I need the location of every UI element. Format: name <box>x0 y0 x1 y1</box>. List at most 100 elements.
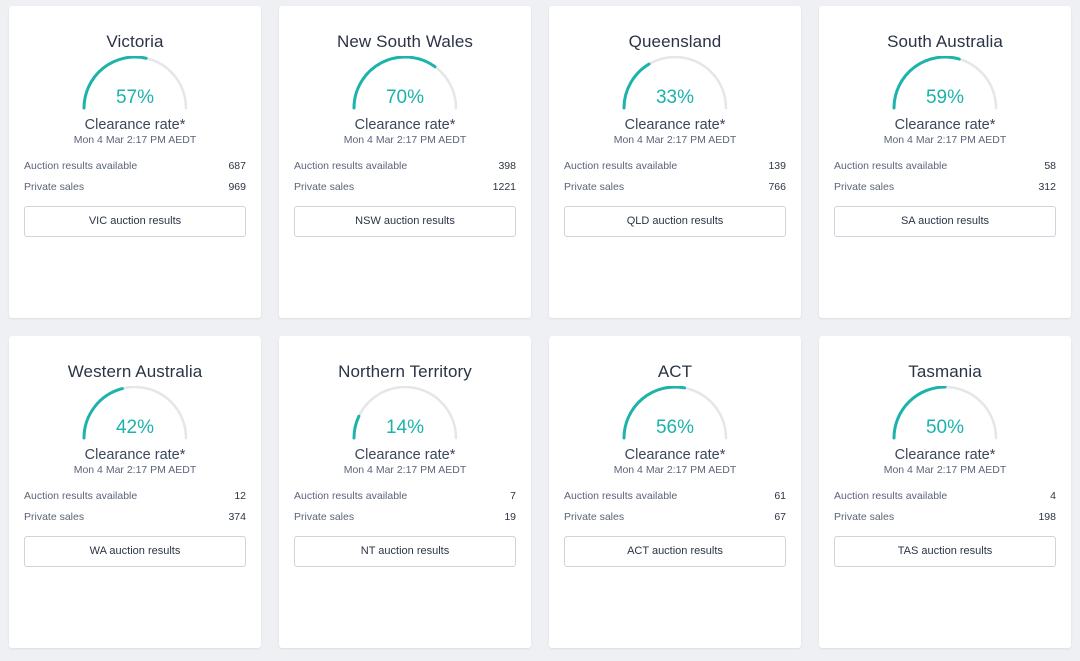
private-sales-value: 374 <box>228 511 246 523</box>
auction-results-label: Auction results available <box>24 490 138 502</box>
clearance-gauge: 59% <box>889 56 1001 114</box>
private-sales-label: Private sales <box>294 181 355 193</box>
state-name: New South Wales <box>337 32 473 51</box>
auction-results-label: Auction results available <box>564 490 678 502</box>
clearance-rate-value: 56% <box>655 417 695 438</box>
clearance-rate-value: 50% <box>925 417 965 438</box>
auction-results-button[interactable]: TAS auction results <box>834 536 1056 567</box>
clearance-rate-label: Clearance rate* <box>84 447 186 463</box>
private-sales-label: Private sales <box>564 511 625 523</box>
auction-results-value: 61 <box>774 490 786 502</box>
private-sales-label: Private sales <box>564 181 625 193</box>
clearance-gauge: 42% <box>79 386 191 444</box>
private-sales-value: 766 <box>768 181 786 193</box>
private-sales-row: Private sales 19 <box>294 510 516 524</box>
auction-results-row: Auction results available 687 <box>24 159 246 173</box>
clearance-rate-grid: Victoria 57% Clearance rate* Mon 4 Mar 2… <box>9 6 1071 648</box>
timestamp: Mon 4 Mar 2:17 PM AEDT <box>343 464 467 476</box>
gauge-fill <box>82 387 124 440</box>
auction-results-button[interactable]: ACT auction results <box>564 536 786 567</box>
clearance-rate-value: 33% <box>655 87 695 108</box>
private-sales-row: Private sales 1221 <box>294 180 516 194</box>
gauge-fill <box>892 56 961 110</box>
auction-results-value: 687 <box>228 160 246 172</box>
auction-results-row: Auction results available 61 <box>564 489 786 503</box>
private-sales-value: 1221 <box>492 181 516 193</box>
clearance-rate-value: 14% <box>385 417 425 438</box>
state-name: Northern Territory <box>338 362 472 381</box>
auction-results-button[interactable]: SA auction results <box>834 206 1056 237</box>
timestamp: Mon 4 Mar 2:17 PM AEDT <box>613 134 737 146</box>
clearance-rate-value: 59% <box>925 87 965 108</box>
auction-results-label: Auction results available <box>564 160 678 172</box>
private-sales-value: 198 <box>1038 511 1056 523</box>
state-card-act: ACT 56% Clearance rate* Mon 4 Mar 2:17 P… <box>549 336 801 648</box>
auction-results-label: Auction results available <box>24 160 138 172</box>
auction-results-label: Auction results available <box>294 160 408 172</box>
clearance-gauge: 14% <box>349 386 461 444</box>
clearance-gauge: 50% <box>889 386 1001 444</box>
gauge-fill <box>82 56 148 110</box>
auction-results-label: Auction results available <box>294 490 408 502</box>
clearance-gauge: 56% <box>619 386 731 444</box>
private-sales-label: Private sales <box>294 511 355 523</box>
gauge-arc <box>892 386 998 440</box>
timestamp: Mon 4 Mar 2:17 PM AEDT <box>343 134 467 146</box>
private-sales-value: 19 <box>504 511 516 523</box>
auction-results-label: Auction results available <box>834 490 948 502</box>
state-card-victoria: Victoria 57% Clearance rate* Mon 4 Mar 2… <box>9 6 261 318</box>
auction-results-button[interactable]: NT auction results <box>294 536 516 567</box>
clearance-rate-value: 42% <box>115 417 155 438</box>
auction-results-button[interactable]: NSW auction results <box>294 206 516 237</box>
clearance-rate-label: Clearance rate* <box>894 117 996 133</box>
auction-results-row: Auction results available 58 <box>834 159 1056 173</box>
gauge-fill <box>622 386 687 440</box>
auction-results-value: 7 <box>510 490 516 502</box>
private-sales-row: Private sales 374 <box>24 510 246 524</box>
clearance-rate-label: Clearance rate* <box>894 447 996 463</box>
auction-results-button[interactable]: QLD auction results <box>564 206 786 237</box>
clearance-gauge: 33% <box>619 56 731 114</box>
auction-results-row: Auction results available 139 <box>564 159 786 173</box>
private-sales-label: Private sales <box>834 511 895 523</box>
state-name: Victoria <box>106 32 164 51</box>
clearance-rate-value: 70% <box>385 87 425 108</box>
private-sales-row: Private sales 312 <box>834 180 1056 194</box>
private-sales-value: 312 <box>1038 181 1056 193</box>
clearance-rate-label: Clearance rate* <box>624 447 726 463</box>
private-sales-label: Private sales <box>24 511 85 523</box>
gauge-fill <box>352 56 437 110</box>
state-name: Queensland <box>628 32 722 51</box>
private-sales-row: Private sales 67 <box>564 510 786 524</box>
timestamp: Mon 4 Mar 2:17 PM AEDT <box>73 464 197 476</box>
auction-results-button[interactable]: VIC auction results <box>24 206 246 237</box>
private-sales-row: Private sales 198 <box>834 510 1056 524</box>
state-name: Western Australia <box>67 362 203 381</box>
gauge-arc <box>622 386 728 440</box>
gauge-fill <box>352 414 361 440</box>
private-sales-label: Private sales <box>834 181 895 193</box>
auction-results-value: 398 <box>498 160 516 172</box>
gauge-arc <box>82 56 188 110</box>
auction-results-row: Auction results available 4 <box>834 489 1056 503</box>
private-sales-value: 67 <box>774 511 786 523</box>
private-sales-value: 969 <box>228 181 246 193</box>
gauge-arc <box>622 56 728 110</box>
auction-results-label: Auction results available <box>834 160 948 172</box>
state-name: ACT <box>657 362 693 381</box>
gauge-fill <box>622 62 651 110</box>
gauge-fill <box>892 386 947 440</box>
auction-results-value: 12 <box>234 490 246 502</box>
auction-results-value: 4 <box>1050 490 1056 502</box>
clearance-rate-label: Clearance rate* <box>354 117 456 133</box>
gauge-arc <box>892 56 998 110</box>
gauge-arc <box>82 386 188 440</box>
timestamp: Mon 4 Mar 2:17 PM AEDT <box>883 134 1007 146</box>
state-name: Tasmania <box>908 362 982 381</box>
state-card-queensland: Queensland 33% Clearance rate* Mon 4 Mar… <box>549 6 801 318</box>
auction-results-value: 58 <box>1044 160 1056 172</box>
clearance-rate-label: Clearance rate* <box>624 117 726 133</box>
gauge-arc <box>352 56 458 110</box>
gauge-arc <box>352 386 458 440</box>
auction-results-button[interactable]: WA auction results <box>24 536 246 567</box>
